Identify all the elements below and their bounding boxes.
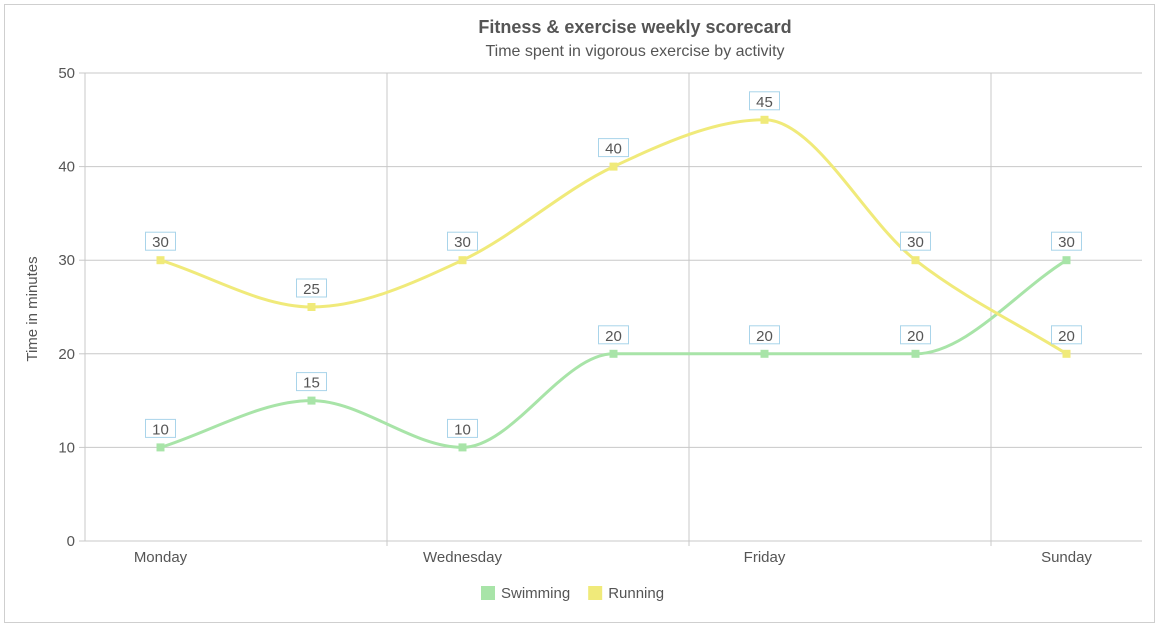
data-label-box-swimming xyxy=(296,372,327,392)
x-tick-label: Friday xyxy=(744,549,786,566)
data-label-box-swimming xyxy=(1051,231,1082,251)
data-label-box-running xyxy=(145,231,176,251)
x-tick-label: Wednesday xyxy=(423,549,502,566)
data-label-box-running xyxy=(598,138,629,158)
data-label-box-running xyxy=(1051,325,1082,345)
y-axis-label: Time in minutes xyxy=(24,256,41,361)
data-label-box-swimming xyxy=(749,325,780,345)
legend-label-running[interactable]: Running xyxy=(608,585,664,602)
y-tick-label: 20 xyxy=(58,346,75,363)
chart-title: Fitness & exercise weekly scorecard xyxy=(478,17,791,37)
data-label-running: 30 xyxy=(907,234,924,251)
series-group xyxy=(156,115,1071,452)
data-label-swimming: 10 xyxy=(454,421,471,438)
y-tick-label: 10 xyxy=(58,439,75,456)
data-label-box-running xyxy=(447,231,478,251)
y-axis-ticks: 0 10 20 30 40 50 xyxy=(58,65,85,550)
line-chart: Fitness & exercise weekly scorecard Time… xyxy=(24,17,1142,602)
data-label-swimming: 10 xyxy=(152,421,169,438)
data-label-running: 25 xyxy=(303,281,320,298)
chart-subtitle: Time spent in vigorous exercise by activ… xyxy=(485,43,784,60)
data-label-box-swimming xyxy=(447,418,478,438)
y-tick-label: 0 xyxy=(67,533,75,550)
y-tick-label: 50 xyxy=(58,65,75,82)
x-tick-label: Monday xyxy=(134,549,188,566)
data-label-swimming: 20 xyxy=(756,328,773,345)
legend-swatch-swimming[interactable] xyxy=(481,586,495,600)
data-label-running: 30 xyxy=(454,234,471,251)
data-label-box-running xyxy=(749,91,780,111)
legend-label-swimming[interactable]: Swimming xyxy=(501,585,570,602)
data-label-box-swimming xyxy=(145,418,176,438)
x-axis-ticks: Monday Wednesday Friday Sunday xyxy=(134,549,1093,566)
data-label-box-swimming xyxy=(900,325,931,345)
x-tick-label: Sunday xyxy=(1041,549,1092,566)
data-point-swimming[interactable] xyxy=(609,349,618,358)
data-label-box-running xyxy=(296,278,327,298)
data-label-running: 30 xyxy=(152,234,169,251)
chart-frame: Fitness & exercise weekly scorecard Time… xyxy=(4,4,1155,623)
data-label-swimming: 30 xyxy=(1058,234,1075,251)
y-tick-label: 30 xyxy=(58,252,75,269)
data-label-box-swimming xyxy=(598,325,629,345)
data-label-running: 45 xyxy=(756,94,773,111)
legend-swatch-running[interactable] xyxy=(588,586,603,600)
data-label-swimming: 20 xyxy=(907,328,924,345)
data-labels: 10 15 10 20 20 20 30 30 25 30 40 45 30 20 xyxy=(145,91,1082,438)
data-point-swimming[interactable] xyxy=(458,443,467,452)
legend[interactable]: Swimming Running xyxy=(481,585,664,602)
data-label-swimming: 15 xyxy=(303,375,320,392)
data-point-running[interactable] xyxy=(760,115,769,124)
data-label-box-running xyxy=(900,231,931,251)
data-point-swimming[interactable] xyxy=(1062,256,1071,265)
data-point-swimming[interactable] xyxy=(911,349,920,358)
data-point-swimming[interactable] xyxy=(307,396,316,405)
data-label-running: 40 xyxy=(605,141,622,158)
data-label-swimming: 20 xyxy=(605,328,622,345)
data-point-swimming[interactable] xyxy=(156,443,165,452)
data-point-running[interactable] xyxy=(609,162,618,171)
y-tick-label: 40 xyxy=(58,159,75,176)
data-point-swimming[interactable] xyxy=(760,349,769,358)
data-point-running[interactable] xyxy=(1062,349,1071,358)
data-point-running[interactable] xyxy=(156,256,165,265)
data-point-running[interactable] xyxy=(307,303,316,311)
data-point-running[interactable] xyxy=(911,256,920,265)
data-label-running: 20 xyxy=(1058,328,1075,345)
data-point-running[interactable] xyxy=(458,256,467,265)
